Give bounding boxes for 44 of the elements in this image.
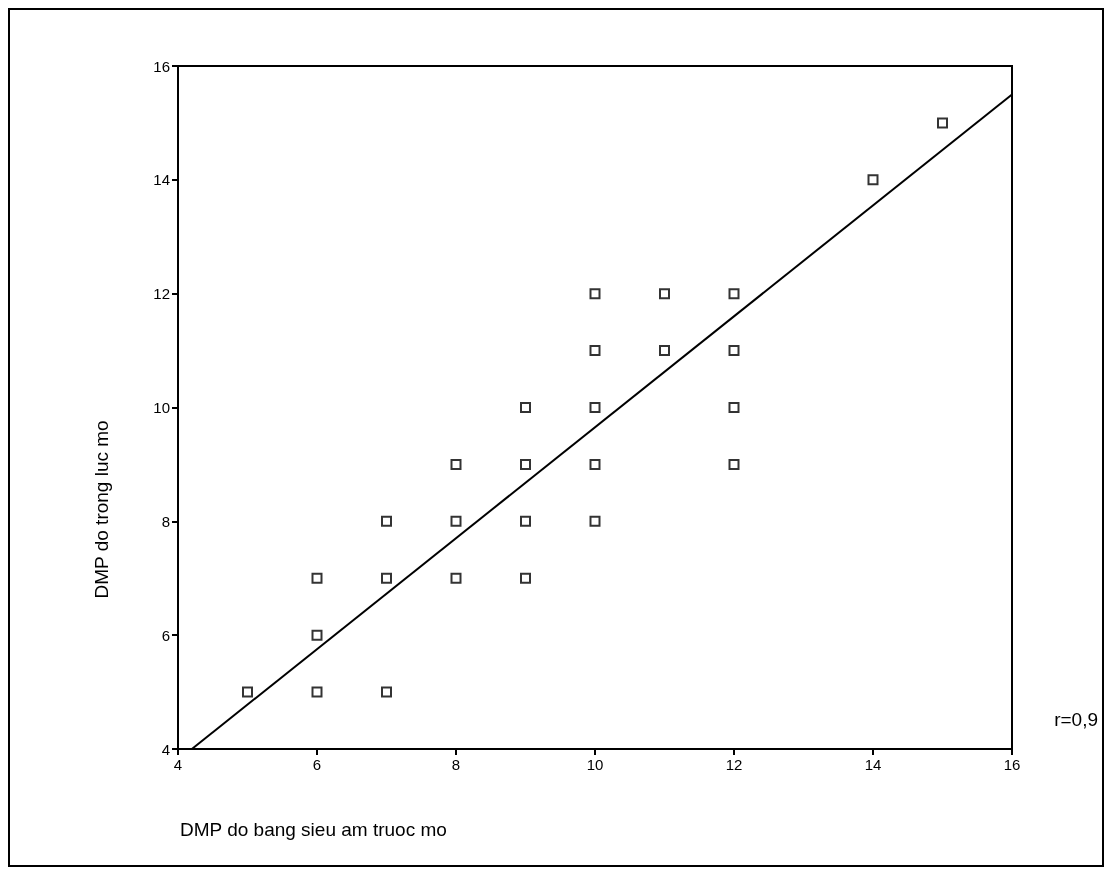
point (450, 572, 462, 584)
point (589, 288, 601, 300)
x-tick-label: 16 (1003, 756, 1021, 773)
x-tick-label: 4 (173, 756, 183, 773)
x-tick-label: 14 (864, 756, 882, 773)
point (242, 686, 253, 698)
point (520, 402, 531, 413)
point (311, 686, 323, 698)
point (381, 686, 392, 698)
y-tick-label: 8 (161, 512, 170, 530)
point (867, 174, 879, 186)
y-tick-label: 10 (153, 399, 170, 416)
y-tick-label: 16 (153, 57, 170, 75)
point (589, 515, 601, 527)
point (728, 458, 740, 470)
point (728, 345, 740, 357)
y-tick-label: 4 (161, 740, 170, 758)
x-axis-title: DMP do bang sieu am truoc mo (180, 819, 447, 840)
text: r=0,9 (1054, 709, 1099, 730)
point (589, 402, 601, 413)
y-tick-label: 14 (153, 171, 170, 189)
point (381, 572, 392, 584)
point (520, 572, 531, 584)
point (659, 288, 670, 300)
point (589, 458, 601, 470)
point (520, 458, 531, 470)
point (728, 288, 740, 300)
x-tick-label: 12 (725, 756, 743, 773)
point (589, 345, 601, 357)
x-tick-label: 8 (451, 756, 461, 773)
point (728, 402, 740, 413)
y-tick-label: 12 (153, 285, 170, 303)
point (937, 117, 948, 129)
point (450, 515, 462, 527)
point (450, 458, 462, 470)
x-tick-label: 10 (586, 756, 604, 773)
point (311, 572, 323, 584)
x-tick-label: 6 (312, 756, 322, 773)
point (381, 515, 392, 527)
y-tick-label: 6 (161, 626, 170, 644)
point (659, 345, 670, 357)
point (520, 515, 531, 527)
point (311, 629, 323, 641)
y-axis-title: DMP do trong luc mo (91, 420, 112, 599)
